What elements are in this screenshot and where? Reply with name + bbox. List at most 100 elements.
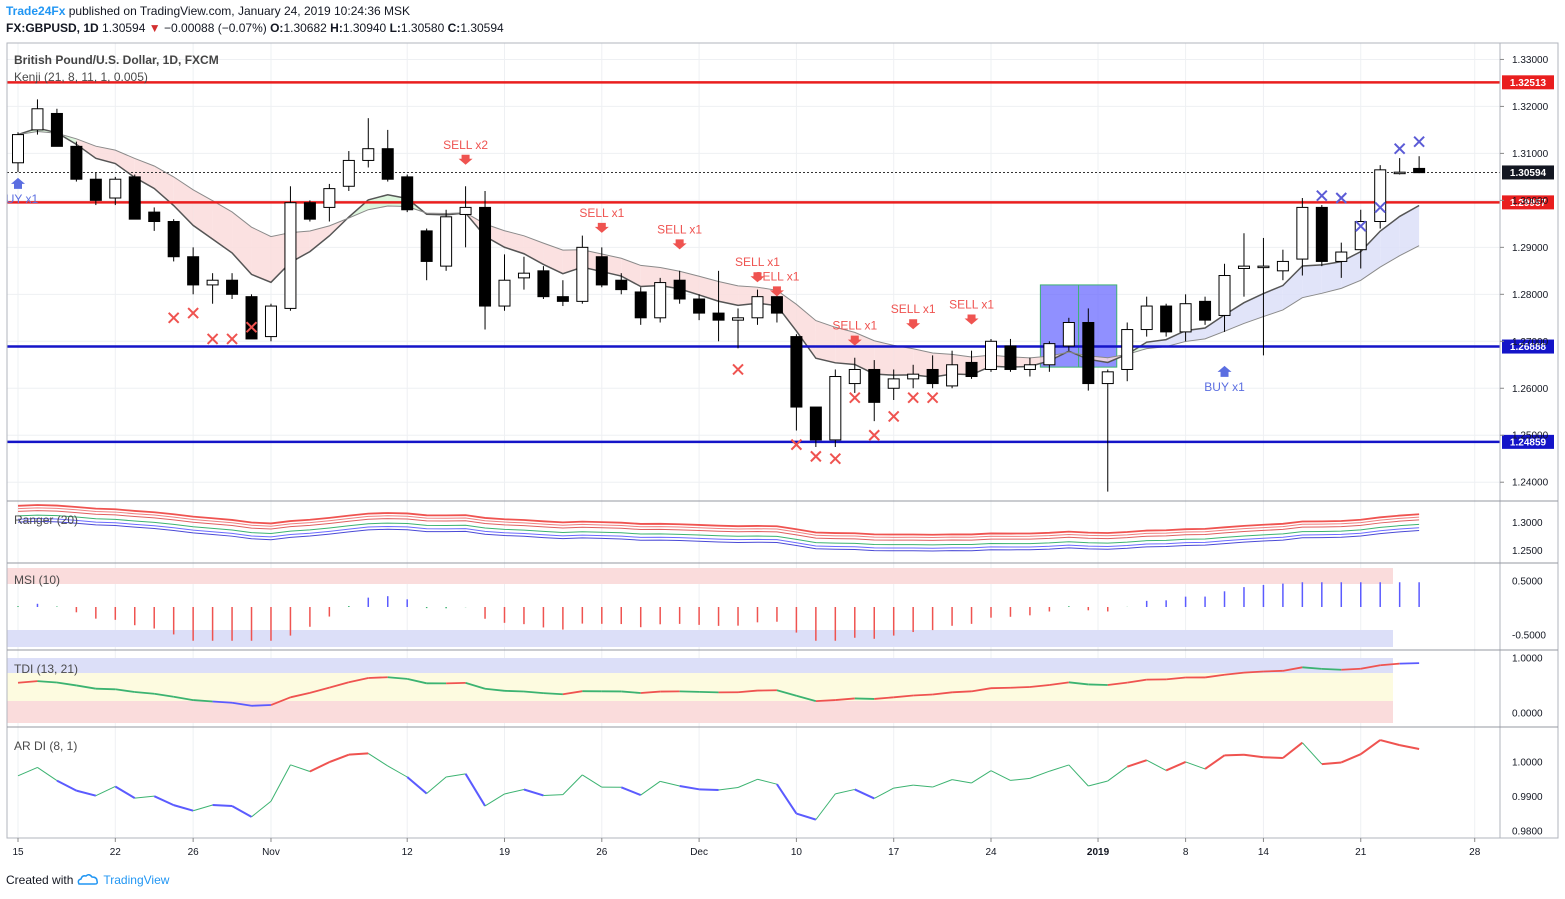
- bear-candle: [1160, 305, 1173, 333]
- tdi-line-segment: [173, 695, 194, 701]
- ardi-line-segment: [231, 805, 253, 818]
- y-tick-label: 1.33000: [1512, 55, 1549, 66]
- tdi-line-segment: [134, 691, 155, 695]
- bear-candle: [401, 176, 414, 211]
- ardi-line-segment: [1010, 777, 1030, 781]
- tdi-line-segment: [1029, 684, 1050, 688]
- bull-candle: [517, 272, 530, 279]
- ardi-line-segment: [737, 778, 758, 788]
- band-segment: [874, 340, 894, 376]
- ardi-line-segment: [1204, 754, 1226, 770]
- open-label: O:: [270, 21, 284, 35]
- band-segment: [621, 258, 641, 287]
- tdi-line-segment: [1224, 671, 1245, 676]
- bull-candle: [985, 340, 997, 370]
- resistance-badge-label: 1.29957: [1510, 198, 1547, 209]
- sell-signal-label: SELL x1: [579, 206, 624, 220]
- ardi-line-segment: [640, 780, 661, 796]
- bull-candle: [1062, 321, 1075, 347]
- ardi-line-segment: [932, 779, 953, 788]
- ardi-tick-label: 0.9800: [1512, 827, 1543, 838]
- down-arrow-icon: ▼: [148, 21, 161, 35]
- msi-upper-zone: [7, 568, 1393, 584]
- ardi-line-segment: [1126, 759, 1147, 768]
- ardi-line-segment: [1263, 756, 1283, 759]
- sell-cross-icon: [887, 410, 900, 423]
- tdi-line-segment: [154, 692, 174, 698]
- tradingview-brand[interactable]: TradingView: [103, 873, 170, 887]
- tdi-line-segment: [484, 687, 505, 692]
- buy-arrow-icon: [11, 177, 25, 189]
- ardi-line-segment: [1399, 744, 1420, 750]
- bull-candle: [264, 305, 277, 338]
- bull-candle: [323, 188, 336, 208]
- x-tick-label: Nov: [262, 847, 280, 858]
- band-segment: [154, 165, 174, 206]
- tradingview-cloud-icon: [77, 874, 99, 885]
- sell-cross-icon: [226, 333, 238, 345]
- bear-candle: [673, 279, 686, 300]
- ardi-line-segment: [504, 789, 525, 795]
- bear-candle: [226, 279, 239, 295]
- ardi-line-segment: [660, 780, 680, 787]
- symbol: FX:GBPUSD, 1D: [6, 21, 99, 35]
- ardi-line-segment: [426, 776, 447, 794]
- ranger-line: [17, 520, 1420, 552]
- ranger-line: [17, 504, 1420, 536]
- ardi-line-segment: [1185, 761, 1206, 770]
- bear-candle: [1004, 345, 1017, 370]
- tdi-line-segment: [971, 687, 992, 693]
- created-with-text: Created with: [6, 873, 74, 887]
- ardi-line-segment: [854, 788, 875, 800]
- bear-candle: [809, 406, 822, 441]
- ardi-tick-label: 1.0000: [1512, 758, 1543, 769]
- bull-candle: [1140, 305, 1153, 331]
- price-change: −0.00088 (−0.07%): [164, 21, 267, 35]
- bull-candle: [907, 373, 920, 380]
- bear-candle: [615, 279, 628, 291]
- tdi-line-segment: [1010, 686, 1030, 689]
- sell-cross-icon: [868, 429, 880, 441]
- tdi-line-segment: [1341, 667, 1361, 671]
- bull-candle: [1296, 206, 1309, 260]
- ardi-line-segment: [446, 773, 466, 778]
- tdi-line-segment: [329, 681, 350, 689]
- ardi-line-segment: [192, 804, 213, 812]
- ardi-line-segment: [329, 753, 350, 764]
- ardi-line-segment: [951, 779, 972, 784]
- ardi-line-segment: [1029, 770, 1050, 779]
- bull-candle: [1218, 275, 1231, 316]
- buy-cross-icon: [1393, 142, 1406, 155]
- tdi-tick-label: 1.0000: [1512, 654, 1543, 665]
- author-name[interactable]: Trade24Fx: [6, 4, 66, 18]
- ranger-line: [17, 514, 1420, 546]
- tdi-line-segment: [231, 701, 252, 707]
- bear-candle: [926, 368, 939, 385]
- ardi-tick-label: 0.9900: [1512, 792, 1543, 803]
- tdi-line-segment: [309, 686, 330, 694]
- sell-signal-label: SELL x1: [832, 319, 877, 333]
- footer: Created with TradingView: [6, 873, 169, 887]
- ardi-line-segment: [1340, 753, 1362, 764]
- bear-candle: [965, 361, 978, 378]
- ardi-line-segment: [620, 786, 642, 796]
- sell-cross-icon: [790, 438, 803, 451]
- ardi-line-segment: [173, 804, 194, 812]
- tdi-line-segment: [465, 681, 486, 690]
- sell-arrow-icon: [594, 222, 609, 233]
- ardi-line-segment: [114, 785, 136, 799]
- candles: [12, 99, 1426, 492]
- ardi-line-segment: [1088, 780, 1108, 787]
- tdi-line-segment: [1380, 662, 1400, 667]
- band-segment: [718, 281, 739, 306]
- band-segment: [1224, 302, 1244, 332]
- ardi-line-segment: [874, 787, 894, 799]
- tdi-line-segment: [562, 690, 583, 696]
- tdi-line-segment: [1127, 678, 1147, 684]
- tdi-line-segment: [874, 696, 894, 700]
- main-indicator-label: Kenji (21, 8, 11, 1, 0.005): [14, 70, 148, 84]
- tdi-line-segment: [76, 684, 96, 690]
- ardi-line-segment: [699, 788, 719, 791]
- ardi-line-segment: [37, 767, 58, 782]
